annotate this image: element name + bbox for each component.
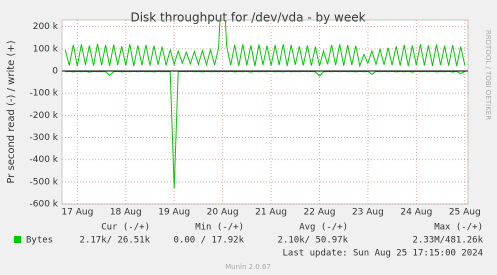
legend-value: 0.00 / 17.92k: [174, 236, 245, 246]
y-tick-label: -100 k: [30, 89, 59, 99]
legend-header: Min (-/+): [195, 223, 244, 233]
y-tick-label: -200 k: [30, 111, 59, 121]
last-update: Last update: Sun Aug 25 17:15:00 2024: [283, 249, 483, 259]
y-tick-label: -300 k: [30, 133, 59, 143]
legend-swatch: [14, 236, 21, 243]
legend-value: 2.33M/481.26k: [413, 236, 484, 246]
plot-area: [62, 20, 468, 204]
x-tick-label: 24 Aug: [400, 208, 432, 218]
legend-label: Bytes: [26, 236, 53, 246]
series-line: [64, 20, 466, 68]
x-tick-label: 22 Aug: [304, 208, 336, 218]
x-tick-label: 21 Aug: [255, 208, 287, 218]
footer: Munin 2.0.67: [225, 263, 271, 271]
side-label: RRDTOOL / TOBI OETIKER: [484, 30, 492, 120]
x-tick-label: 17 Aug: [61, 208, 93, 218]
y-tick-label: -500 k: [30, 177, 59, 187]
x-tick-label: 23 Aug: [352, 208, 384, 218]
x-tick-label: 20 Aug: [207, 208, 239, 218]
chart-title: Disk throughput for /dev/vda - by week: [130, 11, 365, 25]
y-tick-label: 100 k: [33, 44, 59, 54]
y-tick-label: -600 k: [30, 200, 59, 210]
legend-value: 2.10k/ 50.97k: [278, 236, 349, 246]
series-line: [65, 70, 466, 189]
y-tick-label: 200 k: [33, 22, 59, 32]
legend-header: Max (-/+): [434, 223, 483, 233]
y-axis-label: Pr second read (-) / write (+): [6, 40, 17, 183]
legend-header: Cur (-/+): [101, 223, 150, 233]
x-tick-label: 25 Aug: [449, 208, 481, 218]
legend-header: Avg (-/+): [299, 223, 348, 233]
x-tick-label: 18 Aug: [110, 208, 142, 218]
y-tick-label: 0: [52, 66, 58, 76]
frame: [61, 19, 469, 205]
legend-value: 2.17k/ 26.51k: [80, 236, 151, 246]
x-tick-label: 19 Aug: [158, 208, 190, 218]
y-tick-label: -400 k: [30, 155, 59, 165]
